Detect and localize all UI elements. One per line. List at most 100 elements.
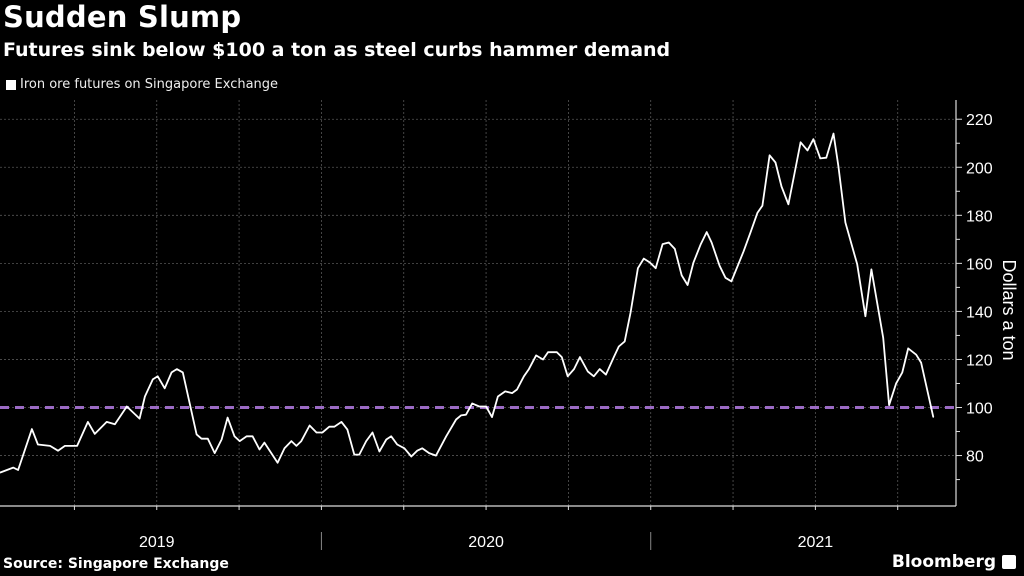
- data-point: [567, 375, 569, 377]
- data-point: [593, 375, 595, 377]
- data-point: [49, 445, 51, 447]
- data-point: [516, 388, 518, 391]
- data-point: [321, 431, 323, 434]
- data-point: [157, 375, 159, 377]
- source-note: Source: Singapore Exchange: [3, 556, 229, 572]
- data-point: [756, 212, 759, 214]
- data-point: [511, 392, 513, 394]
- data-point: [106, 421, 108, 423]
- data-point: [445, 435, 447, 437]
- data-point: [471, 402, 473, 405]
- data-point: [346, 429, 349, 431]
- data-point: [882, 337, 884, 339]
- data-point: [435, 454, 437, 457]
- data-point: [523, 375, 525, 377]
- data-point: [94, 433, 96, 435]
- y-tick-label: 220: [966, 112, 993, 129]
- data-point: [144, 395, 146, 398]
- bloomberg-logo: Bloomberg: [892, 551, 1016, 573]
- y-tick-label: 180: [966, 208, 993, 225]
- data-point: [421, 447, 423, 449]
- data-point: [200, 438, 203, 440]
- data-point: [57, 450, 59, 452]
- data-point: [599, 368, 601, 370]
- data-point: [170, 371, 173, 374]
- data-point: [295, 445, 297, 447]
- data-point: [465, 414, 467, 416]
- data-point: [491, 416, 493, 418]
- data-point: [774, 161, 777, 164]
- data-point: [207, 438, 209, 440]
- data-point: [547, 351, 549, 353]
- data-point: [176, 368, 178, 370]
- data-point: [114, 423, 116, 425]
- data-point: [251, 435, 254, 437]
- data-point: [263, 441, 266, 444]
- data-point: [837, 165, 840, 167]
- data-point: [888, 404, 890, 406]
- data-point: [806, 149, 809, 152]
- y-tick-label: 160: [966, 256, 993, 273]
- data-point: [64, 445, 66, 447]
- data-point: [624, 340, 626, 343]
- data-point: [126, 405, 128, 408]
- data-point: [573, 368, 575, 370]
- bloomberg-chart-icon: [1002, 555, 1016, 569]
- data-point: [819, 157, 821, 159]
- data-point: [920, 361, 922, 364]
- data-point: [358, 453, 360, 456]
- data-point: [630, 311, 632, 313]
- data-point: [497, 395, 499, 398]
- data-point: [832, 133, 835, 135]
- data-point: [315, 431, 318, 434]
- data-point: [37, 443, 39, 446]
- data-point: [618, 345, 620, 348]
- data-point: [283, 447, 286, 449]
- data-point: [761, 205, 763, 207]
- data-point: [706, 231, 708, 233]
- data-point: [895, 382, 897, 385]
- data-point: [870, 268, 872, 270]
- data-point: [233, 435, 236, 437]
- data-point: [579, 356, 581, 358]
- data-point: [907, 347, 909, 350]
- data-point: [17, 469, 19, 471]
- data-point: [504, 390, 506, 393]
- series-line-iron-ore: [0, 132, 935, 474]
- data-point: [277, 462, 279, 464]
- data-point: [290, 440, 293, 442]
- data-point: [428, 452, 430, 454]
- data-point: [692, 261, 695, 263]
- legend-label: Iron ore futures on Singapore Exchange: [20, 77, 279, 92]
- data-point: [385, 438, 387, 441]
- data-point: [485, 405, 487, 408]
- data-point: [637, 267, 639, 269]
- data-point: [643, 257, 645, 260]
- data-point: [700, 243, 702, 245]
- data-point: [749, 231, 752, 233]
- data-point: [258, 448, 261, 451]
- data-point: [196, 433, 198, 436]
- y-tick-label: 200: [966, 160, 993, 177]
- data-point: [724, 277, 727, 279]
- data-point: [661, 243, 664, 245]
- data-point: [542, 358, 544, 361]
- brand-text: Bloomberg: [891, 552, 996, 572]
- data-point: [328, 426, 330, 428]
- data-point: [455, 418, 457, 421]
- data-point: [0, 472, 1, 474]
- y-tick-label: 80: [966, 449, 984, 466]
- y-tick-label: 140: [966, 304, 993, 321]
- data-point: [246, 435, 248, 437]
- data-point: [681, 274, 683, 276]
- data-point: [460, 414, 462, 417]
- data-point: [825, 157, 827, 159]
- data-point: [668, 241, 670, 244]
- data-point: [932, 416, 934, 418]
- data-point: [649, 261, 651, 263]
- data-point: [478, 405, 480, 408]
- data-point: [742, 250, 745, 252]
- data-point: [164, 387, 166, 389]
- chart-subtitle: Futures sink below $100 a ton as steel c…: [3, 39, 671, 61]
- data-point: [587, 370, 589, 373]
